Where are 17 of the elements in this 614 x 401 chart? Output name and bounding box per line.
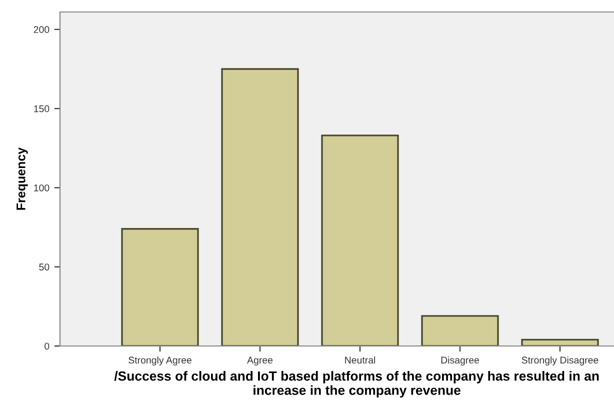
y-tick-label: 200: [34, 26, 50, 34]
bar: [221, 68, 299, 346]
bar: [321, 134, 399, 346]
y-axis-title: Frequency: [16, 147, 28, 210]
x-tick-label: Agree: [247, 356, 273, 366]
y-tick-label: 0: [44, 342, 50, 350]
y-tick-label: 150: [34, 105, 50, 112]
x-tick-label: Strongly Agree: [128, 356, 192, 366]
x-tick-label: Strongly Disagree: [522, 356, 598, 366]
x-tick-label: Disagree: [441, 356, 480, 366]
x-tick-label: Neutral: [345, 356, 376, 364]
bar: [421, 315, 499, 346]
y-tick-label: 100: [34, 184, 50, 192]
x-axis-title: /Success of cloud and IoT based platforms of the company has resulted in an increase in the company revenue: [114, 371, 599, 398]
bar: [121, 228, 199, 346]
bar: [521, 338, 599, 346]
y-tick-label: 50: [39, 264, 50, 270]
